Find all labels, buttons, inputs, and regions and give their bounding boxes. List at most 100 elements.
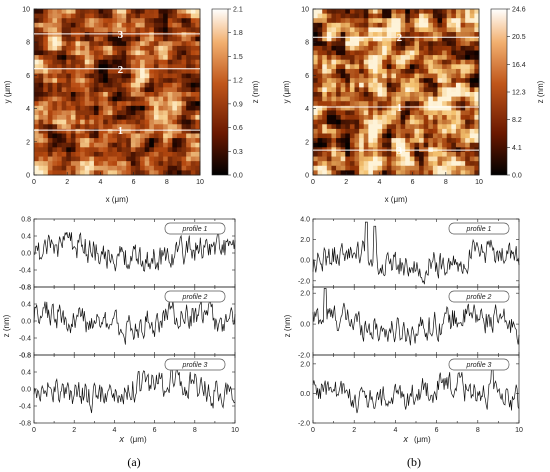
y-tick-label: 6 <box>26 73 30 80</box>
profile-trace <box>312 221 520 285</box>
profile-ylabel-b: z (nm) <box>283 314 292 337</box>
profile-line-label: 1 <box>397 102 403 114</box>
colorbar-tick-label: 0.0 <box>233 173 243 180</box>
y-tick-label: 0 <box>305 173 309 180</box>
profile-line-label: 1 <box>118 125 124 137</box>
profile-trace <box>312 288 520 346</box>
profile-trace <box>312 360 520 414</box>
profile-ytick-label: 0.8 <box>21 217 31 224</box>
afm-frame-b <box>312 8 480 176</box>
colorbar-tick-label: 1.5 <box>233 54 243 61</box>
y-tick-label: 8 <box>26 40 30 47</box>
colorbar-tick-label: 12.3 <box>512 90 526 97</box>
y-tick-label: 6 <box>305 73 309 80</box>
profile-lines-a: 1 2 3 <box>34 29 200 137</box>
profile-name: profile 2 <box>466 294 492 301</box>
profile-xlabel-a: x <box>119 434 125 444</box>
profile-ytick-label: 0.4 <box>21 370 31 377</box>
profile-ytick-label: 0.8 <box>21 353 31 360</box>
colorbar-a <box>211 8 229 176</box>
profile-xtick-label: 10 <box>515 427 523 434</box>
x-tick-label: 6 <box>132 179 136 186</box>
afm-image-a <box>34 9 201 176</box>
profile-name: profile 2 <box>182 294 208 301</box>
colorbar-ticks-b: 24.6 20.5 16.4 12.3 8.2 4.1 0.0 <box>507 7 526 180</box>
profile-ytick-label: -2.0 <box>298 421 310 428</box>
colorbar-tick-label: 0.6 <box>233 125 243 132</box>
profile-line-label: 2 <box>118 64 124 76</box>
profile-xunit-a: (μm) <box>130 435 147 444</box>
profile-line-label: 2 <box>397 32 403 44</box>
profile-badge <box>164 290 226 303</box>
profile-ylabel-a: z (nm) <box>2 314 11 337</box>
profile-ytick-label: -2.0 <box>298 278 310 285</box>
profile-ytick-label: 0.0 <box>300 258 310 265</box>
y-tick-label: 4 <box>26 106 30 113</box>
x-tick-label: 4 <box>377 179 381 186</box>
profile-ytick-label: -0.8 <box>19 285 31 292</box>
profile-badge <box>448 222 510 235</box>
afm-ylabel-a: y (μm) <box>3 80 12 103</box>
x-tick-label: 10 <box>196 179 204 186</box>
profile-name: profile 1 <box>182 226 208 233</box>
colorbar-tick-label: 8.2 <box>512 117 522 124</box>
colorbar-label-b: z (nm) <box>536 80 545 103</box>
afm-yticks-a: 0 2 4 6 8 10 <box>22 7 37 180</box>
profile-xtick-label: 2 <box>352 427 356 434</box>
profile-badge <box>448 290 510 303</box>
profile-xtick-label: 6 <box>435 427 439 434</box>
profile-ytick-label: -0.4 <box>19 336 31 343</box>
y-tick-label: 10 <box>22 7 30 14</box>
profile-xtick-label: 0 <box>32 427 36 434</box>
caption-b: (b) <box>407 455 421 469</box>
profile-ytick-label: 2.0 <box>300 291 310 298</box>
panel-b-profiles: z (nm) x (μm) 4.0 2.0 0.0 -2.0 profile 1 2.0 0… <box>283 217 523 445</box>
profile-xtick-label: 8 <box>193 427 197 434</box>
profile-badge <box>164 358 226 371</box>
profile-name: profile 3 <box>182 362 208 369</box>
y-tick-label: 10 <box>301 7 309 14</box>
afm-frame-a <box>33 8 201 176</box>
profile-xtick-label: 0 <box>311 427 315 434</box>
profile-badge <box>164 222 226 235</box>
profile-ytick-label: 0.0 <box>21 251 31 258</box>
profile-ytick-label: -0.4 <box>19 268 31 275</box>
colorbar-tick-label: 1.2 <box>233 78 243 85</box>
profile-ytick-label: -0.8 <box>19 421 31 428</box>
profile-ytick-label: -2.0 <box>298 353 310 360</box>
caption-a: (a) <box>127 455 140 469</box>
profile-ytick-label: 0.4 <box>21 302 31 309</box>
colorbar-label-a: z (nm) <box>251 80 260 103</box>
profile-xtick-label: 8 <box>476 427 480 434</box>
profile-xtick-label: 10 <box>231 427 239 434</box>
afm-xticks-b: 0 2 4 6 8 10 <box>311 172 483 186</box>
panel-a-afm: 1 2 3 0 2 4 6 8 10 0 2 4 6 8 10 x (μm) y (μm) 2.1 1.8… <box>3 7 260 205</box>
profile-xtick-label: 6 <box>153 427 157 434</box>
x-tick-label: 8 <box>165 179 169 186</box>
profile-xtick-label: 2 <box>72 427 76 434</box>
profile-ytick-label: 0.0 <box>300 391 310 398</box>
colorbar-tick-label: 0.3 <box>233 149 243 156</box>
profile-line-label: 3 <box>118 29 124 41</box>
afm-xlabel-b: x (μm) <box>385 195 408 204</box>
profile-name: profile 3 <box>466 362 492 369</box>
x-tick-label: 4 <box>98 179 102 186</box>
profile-line-label: 3 <box>397 145 403 157</box>
colorbar-tick-label: 24.6 <box>512 7 526 14</box>
panel-a-profiles: z (nm) x (μm) 0.8 0.4 0.0 -0.4 -0.8 profile 1… <box>2 217 239 445</box>
x-tick-label: 2 <box>344 179 348 186</box>
profile-ytick-label: -0.4 <box>19 404 31 411</box>
colorbar-tick-label: 20.5 <box>512 34 526 41</box>
y-tick-label: 2 <box>305 139 309 146</box>
colorbar-tick-label: 1.8 <box>233 30 243 37</box>
colorbar-tick-label: 2.1 <box>233 7 243 14</box>
profile-ytick-label: 0.8 <box>21 285 31 292</box>
profile-ytick-label: 0.0 <box>21 319 31 326</box>
afm-image-b <box>313 9 480 176</box>
afm-xticks-a: 0 2 4 6 8 10 <box>32 172 204 186</box>
profile-ytick-label: 0.0 <box>300 322 310 329</box>
profile-xlabel-b: x <box>403 434 409 444</box>
profile-name: profile 1 <box>466 226 492 233</box>
profile-ytick-label: 0.4 <box>21 234 31 241</box>
